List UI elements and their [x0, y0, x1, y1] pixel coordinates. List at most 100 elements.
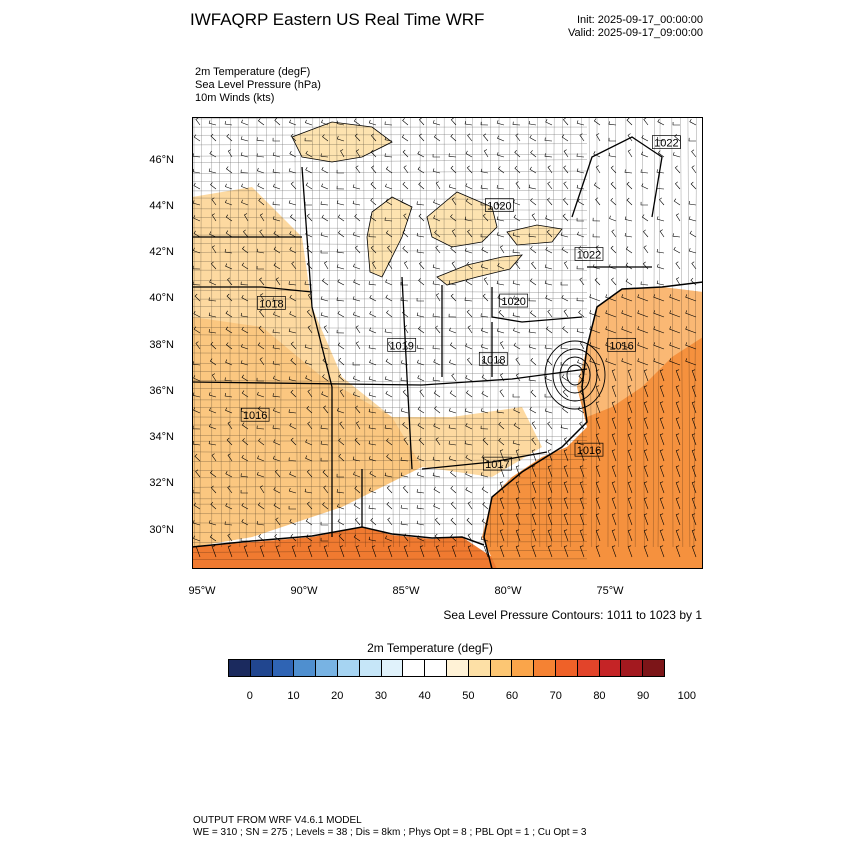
wind-barb: [563, 149, 569, 158]
contour-note: Sea Level Pressure Contours: 1011 to 102…: [443, 608, 702, 622]
wind-barb: [675, 513, 681, 526]
wind-barb: [257, 167, 265, 174]
wind-barb: [433, 503, 441, 510]
wind-barb: [595, 417, 601, 430]
wind-barb: [418, 261, 425, 270]
wind-barb: [669, 342, 681, 350]
wind-barb: [307, 421, 313, 430]
wind-barb: [528, 184, 537, 190]
wind-barb: [563, 481, 569, 494]
wind-barb: [674, 133, 681, 142]
wind-barb: [595, 369, 601, 382]
wind-barb: [499, 481, 505, 494]
wind-barb: [402, 485, 409, 494]
wind-barb: [417, 455, 425, 462]
wind-barb: [353, 534, 361, 542]
wind-barb: [595, 545, 601, 558]
wind-barb: [401, 134, 409, 142]
wind-barbs: [192, 117, 697, 558]
lat-label-46: 46°N: [149, 154, 174, 166]
wind-barb: [481, 246, 489, 254]
wind-barb: [386, 310, 393, 318]
wind-barb: [352, 361, 360, 366]
wind-barb: [368, 440, 377, 446]
wind-barb: [480, 408, 489, 414]
wind-barb: [225, 166, 233, 174]
wind-barb: [306, 501, 313, 510]
wind-barb: [576, 217, 585, 222]
wind-barb: [530, 198, 537, 206]
wind-barb: [259, 277, 265, 286]
wind-barb: [467, 133, 473, 142]
wind-barb: [241, 343, 249, 350]
wind-barb: [611, 529, 617, 542]
wind-barb: [320, 296, 329, 302]
wind-barb: [512, 312, 521, 318]
wind-barb: [432, 313, 441, 318]
wind-barb: [626, 181, 633, 190]
wind-barb: [450, 214, 457, 222]
wind-barb: [605, 310, 617, 318]
wind-barb: [243, 545, 249, 558]
wind-barb: [578, 245, 585, 254]
wind-barb: [689, 230, 697, 238]
wind-barb: [653, 358, 665, 366]
wind-barb: [672, 152, 681, 158]
wind-barb: [305, 518, 313, 526]
wind-barb: [627, 417, 633, 430]
wind-barb: [368, 376, 377, 382]
colorbar-label: 50: [462, 690, 475, 702]
colorbar-swatch: [599, 660, 622, 676]
pressure-label-box: [257, 296, 286, 310]
wind-barb: [192, 392, 201, 398]
wind-barb: [673, 198, 681, 206]
wind-barb: [593, 151, 601, 158]
lon-label-90: 90°W: [290, 585, 318, 597]
wind-barb: [368, 408, 377, 414]
wind-barb: [563, 513, 569, 526]
wind-barb: [355, 325, 361, 334]
wind-barb: [690, 181, 697, 190]
wind-barb: [208, 520, 217, 526]
wind-barb: [560, 232, 569, 238]
wind-barb: [653, 342, 665, 350]
wind-barb: [322, 374, 329, 382]
wind-barb: [416, 520, 425, 526]
wind-barb: [482, 293, 489, 302]
wind-barb: [290, 437, 297, 446]
pressure-label: 1020: [487, 201, 511, 213]
wind-barb: [225, 503, 233, 510]
wind-barb: [209, 423, 217, 430]
wind-barb: [675, 433, 681, 446]
wind-barb: [626, 197, 633, 206]
wind-barb: [370, 149, 377, 158]
wind-barb: [416, 249, 425, 254]
wind-barb: [544, 280, 553, 286]
wind-barb: [304, 488, 313, 494]
wind-barb: [691, 433, 697, 446]
pressure-label: 1020: [501, 296, 525, 308]
wind-barb: [499, 465, 505, 478]
wind-barb: [368, 344, 377, 350]
wind-barb: [385, 183, 393, 190]
wind-barb: [659, 385, 665, 398]
wind-barb: [320, 521, 329, 526]
pressure-label-box: [485, 198, 514, 212]
wind-barb: [320, 537, 329, 542]
wind-barb: [273, 455, 281, 462]
wind-barb: [544, 264, 553, 270]
wind-barb: [400, 457, 409, 462]
wind-barb: [192, 520, 201, 526]
wind-barb: [320, 425, 329, 430]
field-temperature: 2m Temperature (degF): [195, 66, 311, 78]
wind-barb: [384, 409, 393, 414]
wind-barb: [497, 135, 505, 142]
wind-barb: [259, 485, 265, 494]
wind-barb: [192, 168, 201, 174]
wind-barb: [563, 497, 569, 510]
model-footer: OUTPUT FROM WRF V4.6.1 MODEL WE = 310 ; …: [193, 815, 586, 839]
lat-label-42: 42°N: [149, 246, 174, 258]
wind-barb: [241, 199, 249, 206]
wind-barb: [416, 505, 425, 510]
wind-barb: [256, 265, 264, 270]
